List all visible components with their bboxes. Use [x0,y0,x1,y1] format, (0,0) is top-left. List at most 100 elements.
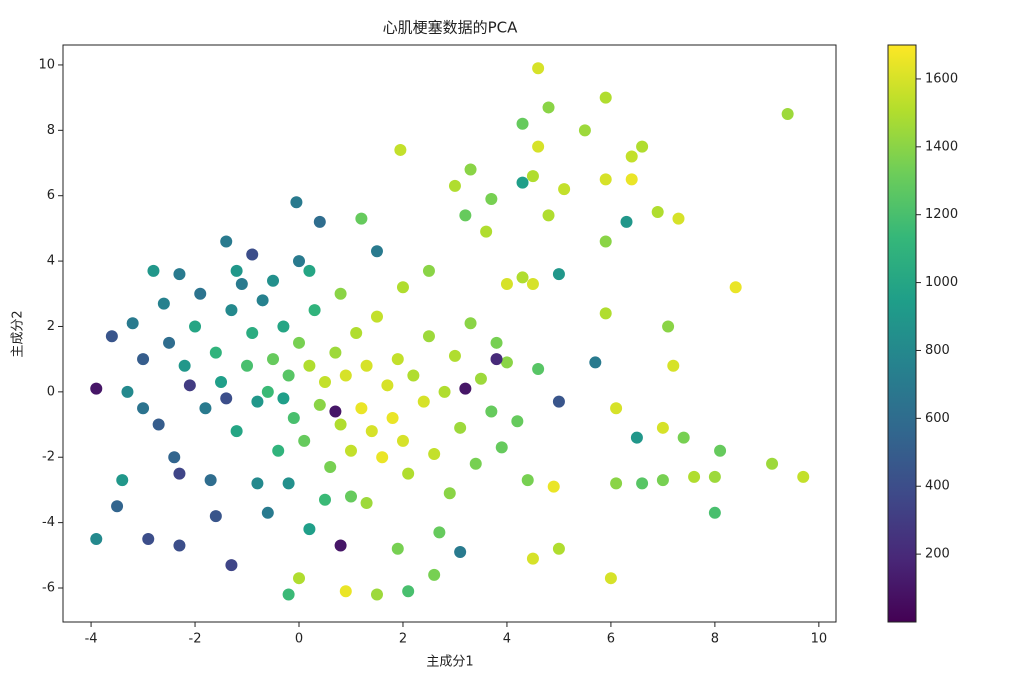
point [209,346,222,359]
point [256,294,269,307]
point [267,353,280,366]
colorbar [887,44,917,623]
point [277,392,290,405]
point [290,196,303,209]
point [448,349,461,362]
point [672,212,685,225]
point [137,353,150,366]
point [662,320,675,333]
x-tick-label: 2 [399,632,407,647]
point [370,588,383,601]
point [526,552,539,565]
point [168,451,181,464]
point [625,150,638,163]
point [454,546,467,559]
point [189,320,202,333]
point [511,415,524,428]
point [391,542,404,555]
point [318,376,331,389]
point [708,506,721,519]
point [365,425,378,438]
point [173,467,186,480]
point [417,395,430,408]
point [433,526,446,539]
point [220,235,233,248]
point [142,532,155,545]
point [407,369,420,382]
point [303,359,316,372]
point [116,474,129,487]
point [251,477,264,490]
y-tick-label: 0 [47,384,55,399]
point [209,510,222,523]
point [334,418,347,431]
point [173,268,186,281]
point [526,170,539,183]
point [396,281,409,294]
point [542,209,555,222]
point [178,359,191,372]
colorbar-tick-label: 200 [925,547,950,562]
point [610,402,623,415]
point [282,588,295,601]
point [137,402,150,415]
point [729,281,742,294]
point [459,209,472,222]
point [599,235,612,248]
point [422,330,435,343]
x-tick-label: -4 [85,632,98,647]
point [277,320,290,333]
point [267,274,280,287]
point [344,490,357,503]
point [547,480,560,493]
point [391,353,404,366]
point [318,493,331,506]
x-tick-label: 0 [295,632,303,647]
y-tick-label: 8 [47,123,55,138]
x-tick-label: 4 [503,632,511,647]
colorbar-tick-label: 1000 [925,275,958,290]
point [293,255,306,268]
point [532,140,545,153]
y-tick-label: -2 [42,450,55,465]
point [636,140,649,153]
point [147,264,160,277]
point [500,277,513,290]
point [329,405,342,418]
point [495,441,508,454]
point [490,353,503,366]
point [183,379,196,392]
point [194,287,207,300]
point [230,264,243,277]
point [521,474,534,487]
point [230,425,243,438]
point [381,379,394,392]
point [781,107,794,120]
point [459,382,472,395]
point [558,183,571,196]
point [428,447,441,460]
point [604,572,617,585]
colorbar-tick-label: 1200 [925,207,958,222]
x-tick-label: 8 [711,632,719,647]
point [355,212,368,225]
y-tick-label: -4 [42,515,55,530]
point [121,385,134,398]
point [163,336,176,349]
point [552,268,565,281]
point [552,542,565,555]
point [516,271,529,284]
point [173,539,186,552]
point [610,477,623,490]
point [376,451,389,464]
point [261,506,274,519]
point [225,304,238,317]
point [552,395,565,408]
point [599,307,612,320]
point [329,346,342,359]
point [714,444,727,457]
point [360,497,373,510]
y-tick-label: 10 [38,57,55,72]
point [438,385,451,398]
